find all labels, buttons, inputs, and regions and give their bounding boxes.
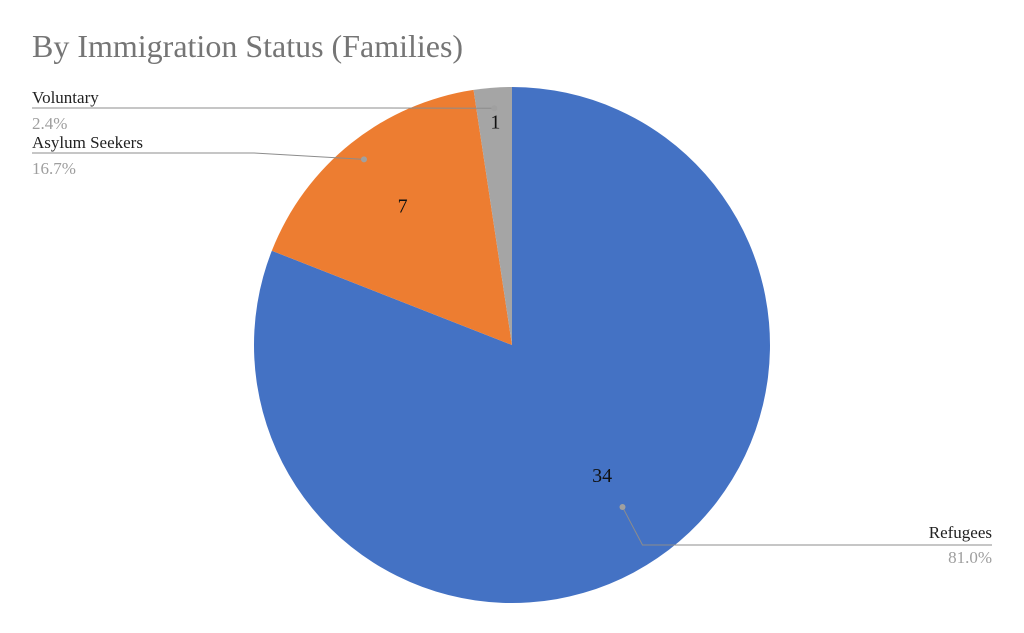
data-label-asylum-seekers: 7 — [398, 195, 408, 217]
leader-line-asylum-seekers — [32, 152, 365, 160]
pie-slice-refugees[interactable] — [253, 87, 770, 603]
leader-line-refugees — [622, 506, 992, 546]
chart-title: By Immigration Status (Families) — [32, 28, 464, 64]
callout-label-refugees: Refugees — [929, 523, 992, 542]
data-label-refugees: 34 — [592, 465, 612, 487]
callout-label-asylum-seekers: Asylum Seekers — [32, 133, 143, 152]
data-label-voluntary: 1 — [490, 111, 500, 133]
pie-slice-voluntary[interactable] — [473, 87, 512, 345]
callout-label-voluntary: Voluntary — [32, 88, 99, 107]
leader-dot-voluntary — [491, 105, 498, 112]
callout-percent-refugees: 81.0% — [948, 548, 992, 567]
leader-dot-refugees — [619, 504, 626, 510]
callout-percent-voluntary: 2.4% — [32, 114, 67, 133]
leader-dot-asylum-seekers — [361, 156, 367, 163]
pie-slice-asylum-seekers[interactable] — [271, 89, 512, 345]
callout-percent-asylum-seekers: 16.7% — [32, 159, 76, 178]
